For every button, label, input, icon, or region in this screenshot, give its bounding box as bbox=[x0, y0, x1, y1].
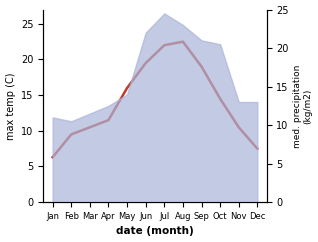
X-axis label: date (month): date (month) bbox=[116, 227, 194, 236]
Y-axis label: max temp (C): max temp (C) bbox=[5, 72, 16, 140]
Y-axis label: med. precipitation
(kg/m2): med. precipitation (kg/m2) bbox=[293, 64, 313, 148]
